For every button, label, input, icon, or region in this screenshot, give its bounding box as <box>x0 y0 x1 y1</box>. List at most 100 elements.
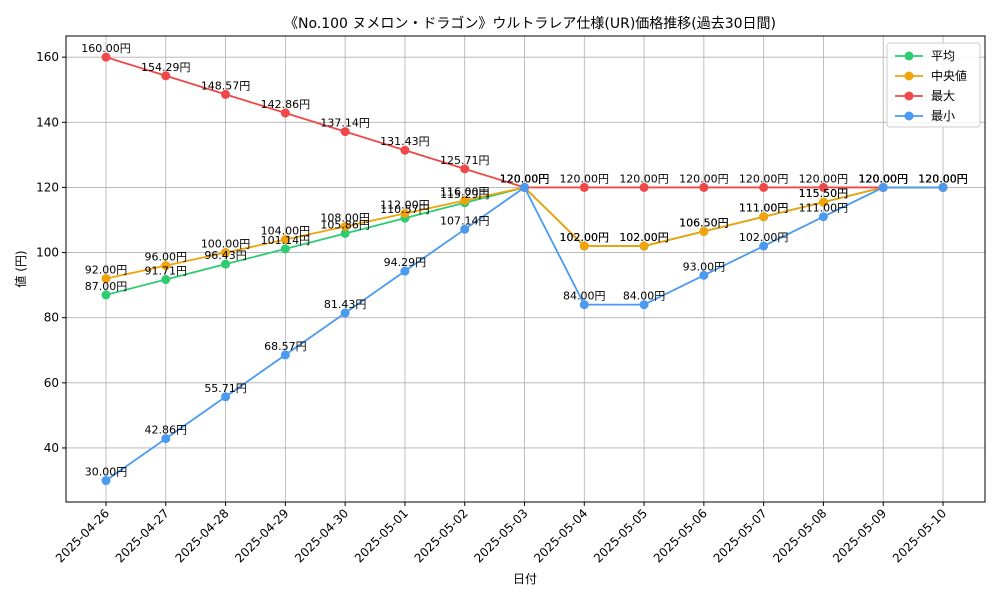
data-point <box>699 182 709 192</box>
data-label: 101.14円 <box>261 234 311 247</box>
data-label: 120.00円 <box>679 172 729 185</box>
x-tick-label: 2025-04-27 <box>113 506 172 565</box>
data-point <box>699 226 709 236</box>
data-label: 142.86円 <box>261 98 311 111</box>
data-label: 120.00円 <box>858 172 908 185</box>
data-point <box>818 197 828 207</box>
legend-label: 最小 <box>931 109 955 123</box>
y-tick-label: 80 <box>44 311 59 325</box>
data-label: 107.14円 <box>440 214 490 227</box>
data-label: 81.43円 <box>324 298 367 311</box>
x-tick-label: 2025-05-06 <box>651 506 710 565</box>
data-label: 120.00円 <box>500 172 550 185</box>
data-label: 131.43円 <box>380 135 430 148</box>
data-point <box>460 224 470 234</box>
x-tick-label: 2025-04-26 <box>53 506 112 565</box>
data-point <box>221 259 231 269</box>
legend-box <box>886 42 981 128</box>
data-point <box>101 476 111 486</box>
y-tick-label: 100 <box>36 246 59 260</box>
legend-swatch-marker <box>904 91 914 101</box>
data-point <box>161 261 171 271</box>
data-point <box>579 182 589 192</box>
data-point <box>400 266 410 276</box>
x-tick-label: 2025-05-09 <box>830 506 889 565</box>
data-point <box>520 182 529 192</box>
data-label: 125.71円 <box>440 154 490 167</box>
data-label: 30.00円 <box>85 466 128 479</box>
data-label: 106.50円 <box>679 216 729 229</box>
data-point <box>699 270 709 280</box>
y-tick-label: 140 <box>36 115 59 129</box>
series-layer <box>101 52 948 486</box>
chart-title: 《No.100 ヌメロン・ドラゴン》ウルトラレア仕様(UR)価格推移(過去30日… <box>284 15 776 32</box>
data-point <box>400 208 410 218</box>
data-point <box>639 241 649 251</box>
data-point <box>639 300 649 310</box>
grid <box>66 36 985 502</box>
series-4 <box>101 182 948 486</box>
data-point <box>280 244 290 254</box>
data-point <box>101 290 111 300</box>
data-label: 120.00円 <box>500 172 550 185</box>
legend-swatch-marker <box>904 51 914 61</box>
data-label: 102.00円 <box>560 231 610 244</box>
data-label: 111.00円 <box>739 202 789 215</box>
data-label: 42.86円 <box>145 424 188 437</box>
data-label: 112.00円 <box>380 198 430 211</box>
data-point <box>221 89 231 99</box>
legend-swatch-marker <box>904 71 914 81</box>
data-point <box>639 182 649 192</box>
data-label: 137.14円 <box>320 117 370 130</box>
data-label: 148.57円 <box>201 79 251 92</box>
data-point <box>878 182 888 192</box>
data-label: 120.00円 <box>619 172 669 185</box>
data-point <box>759 241 769 251</box>
legend-item: 最小 <box>895 109 955 123</box>
data-label: 102.00円 <box>560 231 610 244</box>
data-label: 111.00円 <box>739 202 789 215</box>
data-point <box>161 434 171 444</box>
data-label: 120.00円 <box>500 172 550 185</box>
data-point <box>400 145 410 155</box>
data-point <box>161 275 171 285</box>
data-point <box>280 235 290 245</box>
data-label: 92.00円 <box>85 264 128 277</box>
data-label: 105.86円 <box>320 218 370 231</box>
data-point <box>460 195 470 205</box>
data-label: 96.43円 <box>204 249 247 262</box>
data-label: 94.29円 <box>384 256 427 269</box>
x-tick-label: 2025-05-03 <box>471 506 530 565</box>
legend-item: 中央値 <box>895 68 967 83</box>
data-point <box>340 228 350 238</box>
x-axis-title: 日付 <box>513 572 537 586</box>
x-tick-label: 2025-05-08 <box>770 506 829 565</box>
y-tick-label: 160 <box>36 50 59 64</box>
data-label: 108.00円 <box>320 212 370 225</box>
data-label: 120.00円 <box>500 172 550 185</box>
data-label: 68.57円 <box>264 340 307 353</box>
x-tick-label: 2025-05-07 <box>711 506 770 565</box>
y-tick-label: 40 <box>44 441 59 455</box>
data-point <box>818 182 828 192</box>
data-point <box>221 392 231 402</box>
legend-swatch-marker <box>904 111 914 121</box>
data-label: 102.00円 <box>619 231 669 244</box>
data-point <box>460 164 470 174</box>
legend-label: 最大 <box>931 89 955 103</box>
data-label: 100.00円 <box>201 238 251 251</box>
data-point <box>340 222 350 232</box>
data-point <box>759 212 769 222</box>
data-point <box>579 300 589 310</box>
data-point <box>579 241 589 251</box>
data-label: 120.00円 <box>858 172 908 185</box>
data-labels: 87.00円91.71円96.43円101.14円105.86円110.57円1… <box>81 42 968 478</box>
legend-item: 最大 <box>895 89 955 103</box>
data-label: 104.00円 <box>261 225 311 238</box>
data-label: 93.00円 <box>683 260 726 273</box>
data-label: 160.00円 <box>81 42 131 55</box>
data-point <box>818 212 828 222</box>
